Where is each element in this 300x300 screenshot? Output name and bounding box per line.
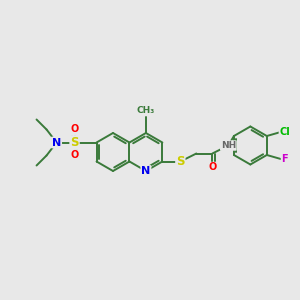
Text: NH: NH: [221, 141, 236, 150]
Text: N: N: [141, 166, 151, 176]
Text: O: O: [208, 163, 217, 172]
Text: O: O: [70, 124, 79, 134]
Text: CH₃: CH₃: [137, 106, 155, 115]
Text: Cl: Cl: [279, 127, 290, 137]
Text: O: O: [70, 151, 79, 160]
Text: S: S: [176, 155, 184, 168]
Text: F: F: [281, 154, 288, 164]
Text: S: S: [70, 136, 79, 149]
Text: N: N: [52, 137, 61, 148]
